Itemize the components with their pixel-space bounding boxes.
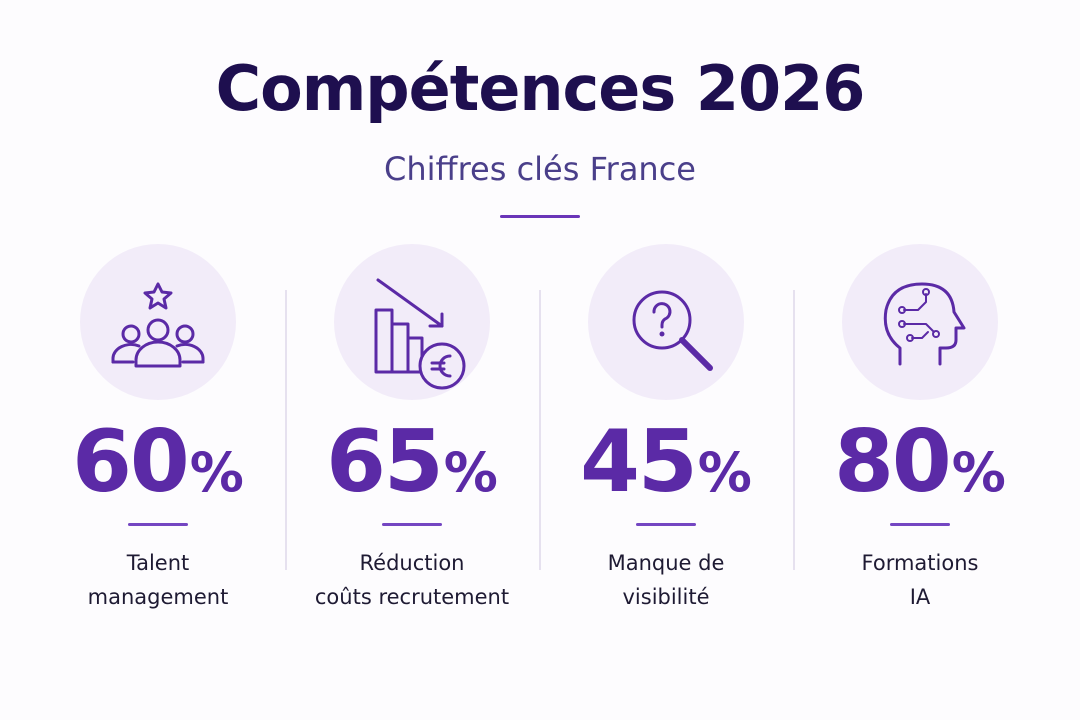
icon-dot	[659, 331, 665, 337]
divider	[285, 290, 287, 570]
title-rule	[500, 215, 580, 218]
stat-unit: %	[189, 441, 244, 504]
icon-circle	[588, 244, 744, 400]
stat-label: Manque de visibilité	[539, 546, 793, 614]
label-line: visibilité	[622, 585, 710, 609]
label-line: coûts recrutement	[314, 585, 510, 609]
label-line: Manque de	[607, 551, 725, 575]
label-line: Formations	[861, 551, 979, 575]
stat-label: Réduction coûts recrutement	[285, 546, 539, 614]
icon-circle	[842, 244, 998, 400]
stat-card: 45% Manque de visibilité	[539, 244, 793, 624]
stat-unit: %	[951, 441, 1006, 504]
icon-search	[632, 290, 713, 371]
stat-underline	[128, 523, 188, 526]
label-line: IA	[909, 585, 931, 609]
label-line: management	[87, 585, 229, 609]
stat-number: 80	[834, 412, 952, 512]
icon-talent	[111, 282, 205, 368]
label-line: Talent	[126, 551, 190, 575]
stat-value: 65%	[285, 412, 539, 512]
stat-value: 60%	[31, 412, 285, 512]
subtitle: Chiffres clés France	[384, 150, 696, 188]
icon-cost	[374, 278, 466, 390]
title: Compétences 2026	[215, 52, 866, 125]
stat-label: Formations IA	[793, 546, 1047, 614]
stat-value: 80%	[793, 412, 1047, 512]
divider	[539, 290, 541, 570]
stat-value: 45%	[539, 412, 793, 512]
divider	[793, 290, 795, 570]
stat-card: 80% Formations IA	[793, 244, 1047, 624]
icon-circle	[334, 244, 490, 400]
label-line: Réduction	[359, 551, 465, 575]
stat-underline	[636, 523, 696, 526]
stat-label: Talent management	[31, 546, 285, 614]
icon-circle	[80, 244, 236, 400]
stat-card: 60% Talent management	[31, 244, 285, 624]
stat-unit: %	[697, 441, 752, 504]
stat-underline	[382, 523, 442, 526]
stat-card: 65% Réduction coûts recrutement	[285, 244, 539, 624]
stat-unit: %	[443, 441, 498, 504]
stat-number: 45	[580, 412, 698, 512]
icon-ai-head	[883, 282, 966, 366]
stat-underline	[890, 523, 950, 526]
stat-number: 60	[72, 412, 190, 512]
stat-number: 65	[326, 412, 444, 512]
